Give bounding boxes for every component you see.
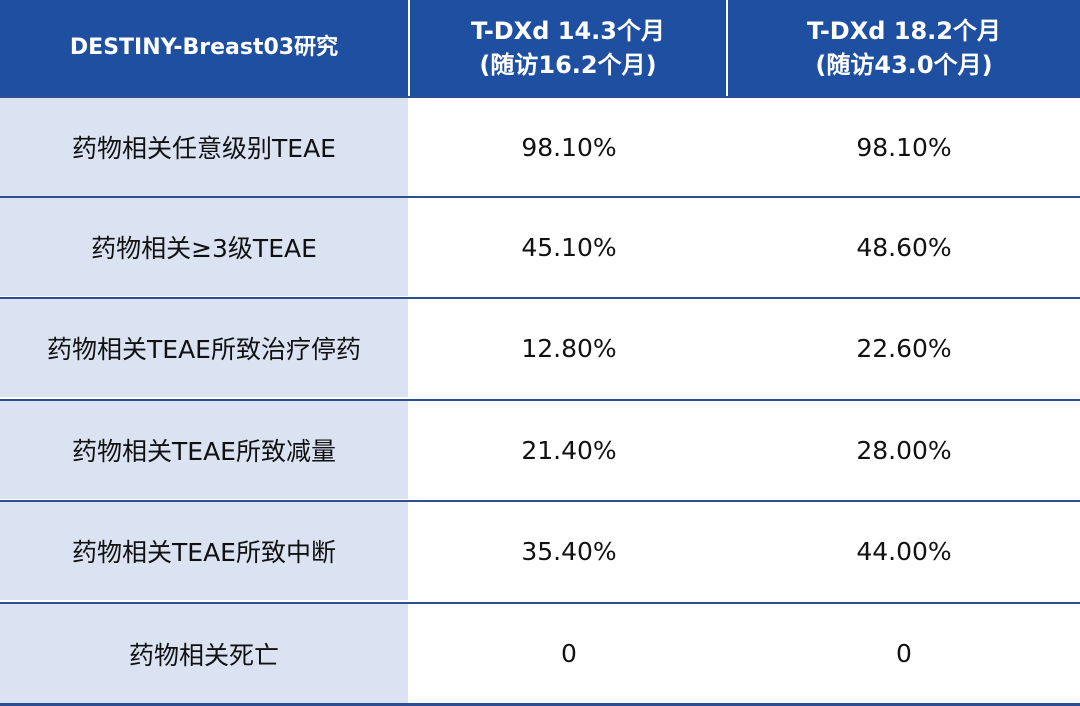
row-label: 药物相关≥3级TEAE (0, 198, 410, 296)
row-label: 药物相关任意级别TEAE (0, 98, 410, 196)
table-bottom-rule (0, 703, 1080, 706)
header-study: DESTINY-Breast03研究 (0, 0, 410, 96)
row-value-col-2: 48.60% (728, 198, 1080, 296)
table-row: 药物相关≥3级TEAE 45.10% 48.60% (0, 196, 1080, 296)
row-label: 药物相关TEAE所致中断 (0, 502, 410, 600)
table-row: 药物相关TEAE所致治疗停药 12.80% 22.60% (0, 297, 1080, 397)
row-value-col-1: 12.80% (410, 299, 728, 397)
row-label: 药物相关死亡 (0, 604, 410, 703)
row-value-col-2: 98.10% (728, 98, 1080, 196)
header-col-2-line-2: (随访43.0个月) (815, 51, 993, 79)
table-row: 药物相关TEAE所致减量 21.40% 28.00% (0, 399, 1080, 499)
header-col-2-line-1: T-DXd 18.2个月 (807, 17, 1001, 45)
row-value-col-1: 98.10% (410, 98, 728, 196)
table-row: 药物相关TEAE所致中断 35.40% 44.00% (0, 500, 1080, 600)
header-col-1-line-2: (随访16.2个月) (479, 51, 657, 79)
table-header-row: DESTINY-Breast03研究 T-DXd 14.3个月 (随访16.2个… (0, 0, 1080, 96)
row-value-col-2: 28.00% (728, 401, 1080, 499)
header-col-1: T-DXd 14.3个月 (随访16.2个月) (410, 0, 728, 96)
header-study-label: DESTINY-Breast03研究 (69, 35, 339, 60)
row-label: 药物相关TEAE所致治疗停药 (0, 299, 410, 397)
table-row: 药物相关任意级别TEAE 98.10% 98.10% (0, 96, 1080, 196)
row-value-col-1: 35.40% (410, 502, 728, 600)
table-row: 药物相关死亡 0 0 (0, 602, 1080, 703)
row-value-col-1: 21.40% (410, 401, 728, 499)
row-value-col-1: 0 (410, 604, 728, 703)
header-col-2: T-DXd 18.2个月 (随访43.0个月) (728, 0, 1080, 96)
header-col-1-line-1: T-DXd 14.3个月 (471, 17, 665, 45)
row-value-col-2: 22.60% (728, 299, 1080, 397)
row-value-col-2: 0 (728, 604, 1080, 703)
row-value-col-2: 44.00% (728, 502, 1080, 600)
row-label: 药物相关TEAE所致减量 (0, 401, 410, 499)
row-value-col-1: 45.10% (410, 198, 728, 296)
